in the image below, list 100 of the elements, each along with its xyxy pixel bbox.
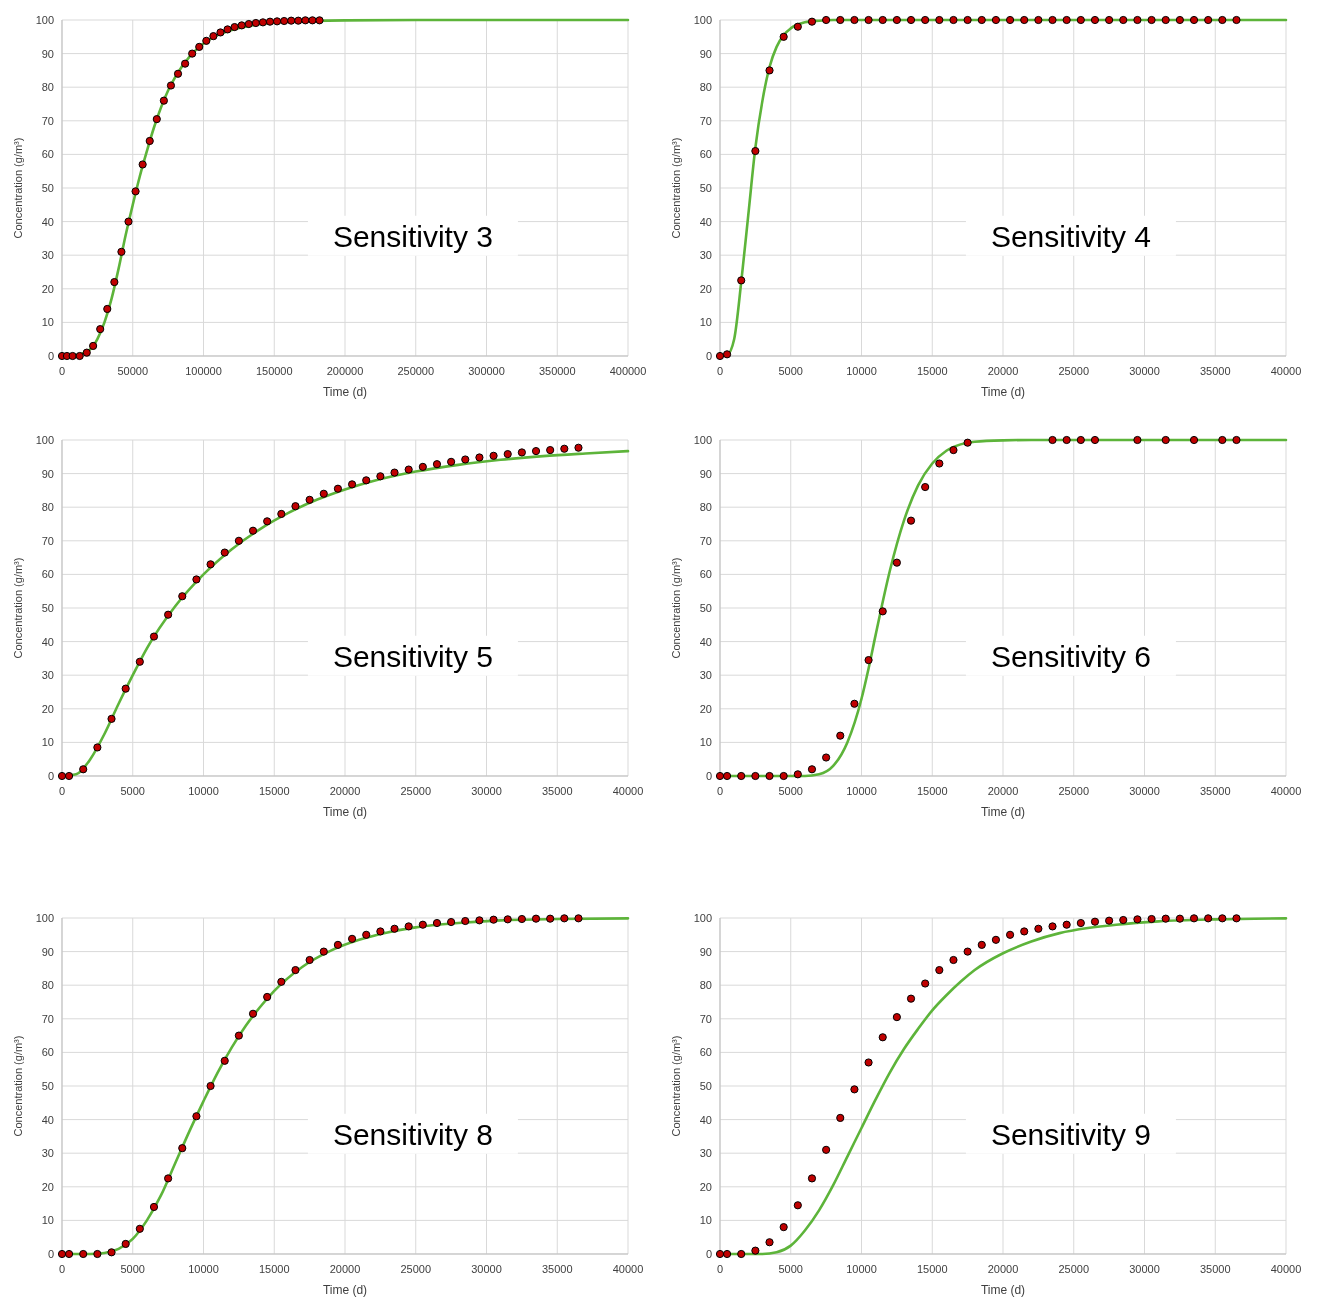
point (1204, 15, 1213, 25)
x-tick-label: 300000 (468, 365, 505, 377)
point (93, 1249, 102, 1259)
point (935, 459, 944, 468)
point (963, 947, 972, 956)
y-tick-label: 70 (699, 534, 712, 547)
point (1189, 914, 1199, 923)
point (234, 1031, 243, 1040)
point (1161, 435, 1170, 445)
point (765, 66, 774, 75)
point (447, 457, 456, 466)
y-tick-label: 50 (41, 602, 54, 614)
x-tick-label: 20000 (987, 785, 1019, 797)
point (822, 1145, 831, 1154)
point (991, 15, 1001, 25)
y-axis-title: Concentration (g/m³) (12, 557, 24, 659)
point (722, 350, 732, 359)
point (1076, 435, 1085, 445)
point (822, 15, 831, 25)
point (1034, 924, 1043, 933)
y-tick-label: 60 (41, 148, 54, 161)
point (836, 15, 845, 25)
y-tick-label: 70 (41, 1012, 54, 1025)
point (272, 17, 282, 26)
point (574, 443, 583, 452)
x-axis-title: Time (d) (322, 1283, 368, 1297)
point (715, 771, 725, 781)
y-tick-label: 80 (41, 81, 54, 94)
y-tick-label: 70 (699, 1012, 712, 1025)
point (121, 1239, 130, 1249)
point (277, 977, 286, 986)
point (418, 462, 427, 471)
x-tick-label: 40000 (1270, 785, 1302, 797)
point (251, 18, 260, 28)
point (188, 49, 197, 58)
point (149, 1202, 159, 1212)
point (836, 731, 845, 740)
point (963, 438, 972, 447)
point (57, 1249, 67, 1259)
point (291, 502, 300, 511)
point (404, 465, 413, 474)
y-tick-label: 90 (699, 945, 712, 958)
y-tick-label: 20 (699, 702, 712, 715)
y-tick-label: 100 (693, 14, 712, 26)
point (93, 743, 102, 752)
point (1189, 15, 1199, 25)
point (715, 1249, 725, 1259)
point (164, 610, 173, 619)
y-axis-title: Concentration (g/m³) (670, 1035, 682, 1137)
point (432, 918, 442, 928)
y-tick-label: 30 (41, 1147, 54, 1160)
point (560, 914, 569, 923)
point (265, 17, 275, 26)
point (1105, 15, 1114, 25)
point (722, 771, 732, 781)
point (390, 468, 399, 477)
y-tick-label: 0 (705, 350, 712, 362)
x-tick-label: 10000 (846, 365, 877, 377)
point (878, 1033, 887, 1042)
point (319, 947, 328, 956)
point (1133, 915, 1142, 924)
x-tick-label: 20000 (329, 1263, 361, 1275)
point (722, 1249, 732, 1259)
point (1005, 15, 1015, 25)
y-tick-label: 50 (699, 602, 712, 614)
annotation: Sensitivity 8 (332, 1117, 493, 1151)
point (305, 955, 314, 965)
y-tick-label: 40 (41, 635, 54, 648)
x-tick-label: 40000 (612, 785, 644, 797)
point (390, 924, 399, 933)
x-tick-label: 40000 (1270, 1263, 1302, 1275)
y-tick-label: 10 (699, 1214, 712, 1227)
point (779, 1223, 788, 1232)
y-tick-label: 80 (41, 501, 54, 514)
point (1105, 916, 1114, 925)
y-tick-label: 90 (699, 467, 712, 480)
point (489, 451, 498, 460)
point (475, 916, 484, 925)
point (1161, 914, 1170, 923)
y-axis-title: Concentration (g/m³) (670, 137, 682, 239)
y-tick-label: 30 (699, 249, 712, 262)
point (418, 920, 427, 929)
x-tick-label: 15000 (916, 785, 948, 797)
point (202, 36, 211, 45)
point (1232, 15, 1241, 25)
point (517, 914, 526, 924)
point (1133, 435, 1142, 445)
point (64, 771, 74, 781)
point (138, 160, 147, 169)
point (461, 916, 470, 926)
y-tick-label: 50 (699, 1080, 712, 1092)
point (935, 965, 944, 975)
x-tick-label: 200000 (326, 365, 364, 377)
point (376, 927, 385, 936)
x-tick-label: 400000 (609, 365, 647, 377)
point (991, 935, 1001, 944)
x-tick-label: 5000 (120, 1263, 145, 1275)
point (1048, 435, 1057, 445)
point (850, 1085, 859, 1094)
point (362, 930, 371, 939)
